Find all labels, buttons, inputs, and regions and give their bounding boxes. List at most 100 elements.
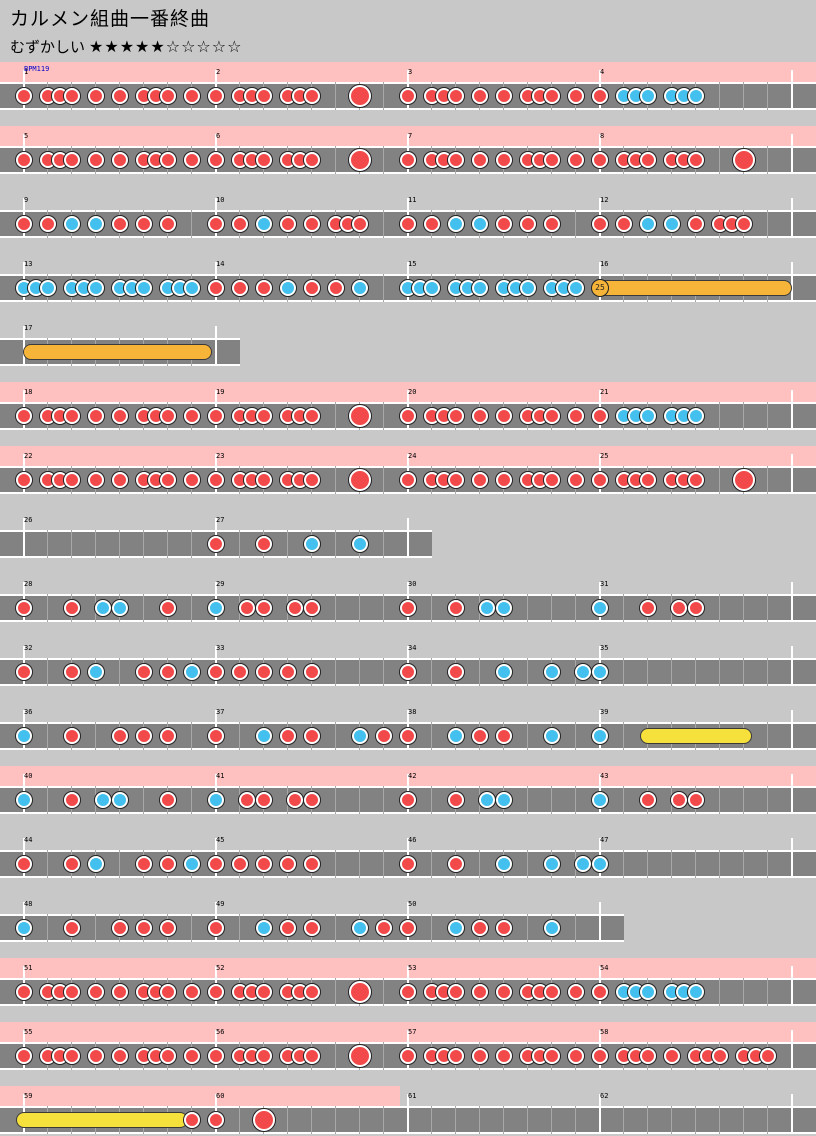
don-note [544, 408, 560, 424]
don-note [256, 536, 272, 552]
don-note [232, 856, 248, 872]
beat-line [119, 850, 120, 878]
don-note [280, 664, 296, 680]
ka-note [184, 280, 200, 296]
measure-number: 2 [216, 68, 221, 76]
don-note [671, 600, 688, 616]
don-note [640, 792, 656, 808]
don-note [208, 408, 224, 424]
beat-line [767, 466, 768, 494]
measure-number: 6 [216, 132, 221, 140]
don-note [496, 216, 512, 232]
ka-note [472, 280, 488, 296]
beat-line [335, 82, 336, 110]
beat-line [695, 1106, 696, 1134]
bar-line [791, 262, 793, 302]
ka-note [88, 856, 104, 872]
measure-number: 44 [24, 836, 33, 844]
bar-line [791, 966, 793, 1006]
measure-number: 46 [408, 836, 417, 844]
don-note [688, 792, 704, 808]
ka-note [640, 88, 656, 104]
measure-number: 41 [216, 772, 225, 780]
don-note [304, 88, 320, 104]
beat-line [767, 978, 768, 1006]
don-note [16, 1048, 32, 1064]
beat-line [47, 658, 48, 686]
ka-note [592, 856, 608, 872]
don-note [256, 88, 272, 104]
balloon-roll [23, 344, 212, 360]
don-note [112, 984, 128, 1000]
bar-line [791, 710, 793, 750]
ka-note [256, 216, 272, 232]
don-note [208, 280, 224, 296]
don-note [64, 920, 80, 936]
beat-line [311, 1106, 312, 1134]
beat-line [623, 850, 624, 878]
measure-number: 32 [24, 644, 33, 652]
ka-note [592, 728, 608, 744]
don-note [448, 856, 464, 872]
measure-number: 43 [600, 772, 609, 780]
beat-line [719, 402, 720, 430]
don-note [496, 984, 512, 1000]
don-note [64, 664, 80, 680]
don-note [496, 88, 512, 104]
don-note [544, 1048, 560, 1064]
ka-note [544, 728, 560, 744]
beat-line [287, 530, 288, 558]
beat-line [527, 914, 528, 942]
beat-line [767, 786, 768, 814]
don-note [448, 1048, 464, 1064]
don-note [160, 216, 176, 232]
ka-note [496, 664, 512, 680]
don-note [688, 600, 704, 616]
beat-line [767, 402, 768, 430]
beat-line [383, 850, 384, 878]
bar-line [791, 838, 793, 878]
beat-line [719, 594, 720, 622]
beat-line [527, 850, 528, 878]
beat-line [359, 658, 360, 686]
don-note [688, 216, 704, 232]
beat-line [335, 978, 336, 1006]
don-note [256, 792, 272, 808]
measure-number: 12 [600, 196, 609, 204]
don-note [304, 984, 320, 1000]
measure-number: 42 [408, 772, 417, 780]
beat-line [647, 1106, 648, 1134]
beat-line [47, 786, 48, 814]
don-note [136, 856, 152, 872]
don-note [304, 600, 320, 616]
ka-note [448, 728, 464, 744]
don-note [160, 984, 176, 1000]
beat-line [335, 658, 336, 686]
measure-number: 56 [216, 1028, 225, 1036]
beat-line [767, 210, 768, 238]
don-note [280, 856, 296, 872]
big-don-note [349, 149, 371, 171]
ka-note [496, 600, 512, 616]
ka-note [575, 856, 592, 872]
ka-note [592, 792, 608, 808]
bar-line [791, 198, 793, 238]
beat-line [95, 722, 96, 750]
don-note [664, 1048, 680, 1064]
don-note [496, 408, 512, 424]
beat-line [167, 530, 168, 558]
drumroll [640, 728, 752, 744]
don-note [64, 408, 80, 424]
don-note [256, 472, 272, 488]
measure-number: 7 [408, 132, 413, 140]
ka-note [64, 216, 80, 232]
beat-line [767, 82, 768, 110]
don-note [64, 792, 80, 808]
measure-number: 3 [408, 68, 413, 76]
don-note [16, 472, 32, 488]
don-note [400, 472, 416, 488]
measure-number: 31 [600, 580, 609, 588]
don-note [88, 984, 104, 1000]
don-note [304, 1048, 320, 1064]
